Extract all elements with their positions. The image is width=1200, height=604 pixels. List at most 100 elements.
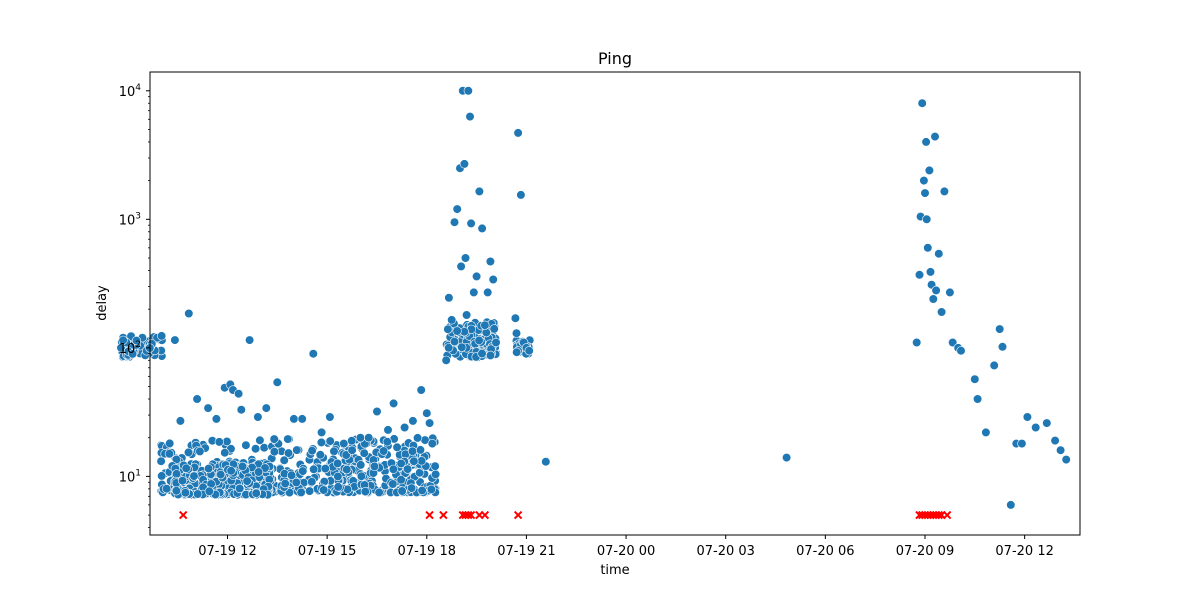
delay-point xyxy=(459,159,470,169)
delay-point xyxy=(237,461,248,472)
delay-point xyxy=(245,335,255,345)
delay-point xyxy=(460,253,471,263)
x-tick-label: 07-19 21 xyxy=(497,544,555,559)
y-tick-label: 102 xyxy=(119,340,141,357)
delay-point xyxy=(171,486,181,496)
delay-point xyxy=(131,336,142,346)
x-axis: 07-19 12 07-19 15 07-19 18 07-19 21 07-20 00… xyxy=(198,535,1054,559)
delay-point xyxy=(463,86,473,96)
delay-point xyxy=(236,405,246,415)
delay-point xyxy=(466,218,476,228)
delay-point xyxy=(989,360,999,371)
x-tick-label: 07-19 12 xyxy=(198,544,256,559)
y-tick-label: 101 xyxy=(119,468,141,485)
delay-point xyxy=(477,223,487,233)
delay-point xyxy=(355,433,366,443)
delay-point xyxy=(485,256,496,267)
delay-point xyxy=(356,471,367,481)
delay-point xyxy=(469,287,479,298)
delay-point xyxy=(457,342,467,352)
delay-point xyxy=(483,287,493,298)
delay-point xyxy=(347,436,357,446)
chart-title: Ping xyxy=(598,49,632,68)
delay-point xyxy=(251,488,261,498)
delay-point xyxy=(261,403,271,413)
delay-point xyxy=(1017,439,1027,449)
delay-point xyxy=(781,453,792,463)
delay-point xyxy=(204,464,214,474)
x-tick-label: 07-20 03 xyxy=(696,544,754,559)
delay-point xyxy=(374,487,384,498)
delay-point xyxy=(118,335,128,345)
delay-point xyxy=(342,484,353,495)
delay-point xyxy=(928,294,938,304)
delay-point xyxy=(269,434,279,444)
delay-point xyxy=(920,188,930,198)
x-tick-label: 07-20 06 xyxy=(796,544,854,559)
delay-point xyxy=(234,389,244,399)
delay-point xyxy=(359,448,369,458)
delay-point xyxy=(253,412,263,422)
delay-point xyxy=(216,470,226,480)
delay-point xyxy=(364,433,374,443)
x-tick-label: 07-20 09 xyxy=(896,544,954,559)
delay-point xyxy=(269,447,280,457)
delay-point xyxy=(452,204,462,214)
delay-point xyxy=(388,479,398,489)
delay-point xyxy=(472,271,482,282)
delay-point xyxy=(930,132,940,142)
delay-point xyxy=(175,416,185,426)
delay-point xyxy=(389,398,399,409)
delay-point xyxy=(413,433,423,443)
delay-point xyxy=(489,324,499,334)
delay-point xyxy=(417,485,427,496)
y-axis: 101 102 103 104 xyxy=(119,83,150,528)
delay-point xyxy=(956,346,966,356)
delay-point xyxy=(183,447,194,458)
delay-point xyxy=(945,287,955,298)
delay-point xyxy=(425,418,435,428)
delay-point xyxy=(333,458,343,469)
lost-packet-marker xyxy=(464,510,473,520)
delay-point xyxy=(382,437,392,447)
delay-point xyxy=(287,470,297,480)
delay-point xyxy=(297,414,307,424)
delay-point xyxy=(251,444,261,454)
delay-point xyxy=(383,425,393,435)
delay-point xyxy=(360,487,370,497)
delay-point xyxy=(235,483,245,494)
delay-point xyxy=(417,456,427,466)
delay-point xyxy=(189,471,199,481)
delay-point xyxy=(430,461,440,471)
delay-point xyxy=(342,465,352,475)
delay-point xyxy=(316,437,327,448)
delay-point xyxy=(280,479,290,489)
delay-point xyxy=(924,165,935,175)
delay-point xyxy=(298,466,308,476)
delay-point xyxy=(403,464,413,474)
delay-point xyxy=(981,427,991,438)
delay-point xyxy=(444,343,454,353)
x-tick-label: 07-20 12 xyxy=(995,544,1053,559)
lost-packet-marker xyxy=(934,510,944,520)
delay-point xyxy=(128,349,138,359)
delay-point xyxy=(449,337,460,347)
delay-point xyxy=(291,477,301,488)
delay-point xyxy=(165,438,175,449)
delay-point xyxy=(397,486,407,496)
delay-point xyxy=(283,448,294,458)
delay-point xyxy=(308,349,318,359)
delay-point xyxy=(309,464,319,474)
delay-point xyxy=(195,446,205,457)
delay-point xyxy=(939,186,950,196)
delay-point xyxy=(305,486,315,496)
delay-point xyxy=(922,214,932,224)
delay-point xyxy=(912,337,922,348)
delay-point xyxy=(329,446,339,456)
delay-point xyxy=(407,483,417,493)
delay-point xyxy=(516,190,526,200)
delay-point xyxy=(319,485,329,495)
delay-point xyxy=(181,463,191,473)
delay-point xyxy=(333,471,343,482)
data-points xyxy=(116,86,1071,520)
